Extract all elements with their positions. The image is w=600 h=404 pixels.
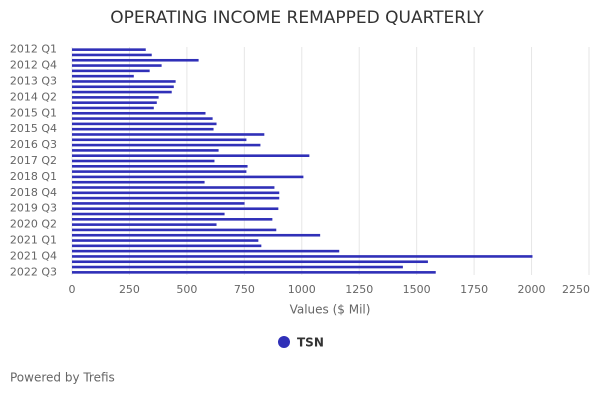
y-tick-label: 2016 Q3 — [10, 138, 57, 151]
bar — [72, 138, 247, 142]
bar — [72, 69, 150, 73]
bar — [72, 80, 176, 83]
y-tick-label: 2020 Q2 — [10, 218, 57, 231]
bar — [72, 265, 403, 269]
bar — [72, 196, 280, 200]
y-tick-label: 2012 Q1 — [10, 43, 57, 56]
bar — [72, 53, 152, 57]
bar — [72, 64, 162, 67]
x-tick-label: 2000 — [518, 283, 546, 296]
legend-label: TSN — [297, 336, 324, 350]
x-tick-label: 250 — [119, 283, 140, 296]
chart-title: OPERATING INCOME REMAPPED QUARTERLY — [110, 8, 484, 28]
x-tick-label: 1000 — [288, 283, 316, 296]
x-tick-label: 1750 — [460, 283, 488, 296]
y-tick-label: 2015 Q1 — [10, 106, 57, 119]
bar — [72, 255, 533, 258]
bar — [72, 127, 214, 131]
bar — [72, 117, 213, 120]
bar — [72, 96, 159, 99]
y-tick-label: 2018 Q4 — [10, 186, 57, 199]
bar — [72, 228, 277, 232]
y-tick-label: 2015 Q4 — [10, 122, 57, 135]
bar — [72, 170, 247, 173]
bar — [72, 165, 248, 168]
y-tick-label: 2012 Q4 — [10, 59, 57, 72]
bar — [72, 249, 340, 253]
bar — [72, 244, 262, 248]
bar — [72, 85, 174, 89]
bar — [72, 149, 219, 152]
x-tick-label: 1250 — [345, 283, 373, 296]
bar — [72, 191, 280, 195]
bar — [72, 202, 245, 205]
x-axis-label: Values ($ Mil) — [290, 303, 371, 317]
bar — [72, 239, 259, 242]
y-tick-label: 2014 Q2 — [10, 90, 57, 103]
bar — [72, 90, 172, 94]
bar — [72, 212, 225, 216]
bar — [72, 207, 279, 211]
bar — [72, 101, 157, 104]
y-tick-label: 2013 Q3 — [10, 74, 57, 87]
x-tick-label: 0 — [69, 283, 76, 296]
footer: Powered by Trefis — [10, 371, 115, 385]
bar — [72, 175, 304, 179]
x-tick-label: 500 — [176, 283, 197, 296]
bar — [72, 186, 275, 189]
bar — [72, 260, 428, 264]
y-tick-label: 2022 Q3 — [10, 265, 57, 278]
bar — [72, 143, 261, 147]
bar — [72, 159, 215, 163]
bar — [72, 154, 310, 157]
y-tick-label: 2017 Q2 — [10, 154, 57, 167]
bar — [72, 223, 217, 226]
bar — [72, 122, 217, 126]
bar — [72, 180, 205, 184]
y-tick-label: 2021 Q1 — [10, 234, 57, 247]
x-tick-label: 750 — [234, 283, 255, 296]
bar — [72, 48, 146, 51]
bar — [72, 218, 273, 221]
bar — [72, 233, 321, 237]
bar — [72, 58, 199, 62]
bar — [72, 271, 436, 274]
y-tick-label: 2018 Q1 — [10, 170, 57, 183]
bar — [72, 106, 154, 110]
bar — [72, 133, 265, 136]
legend-marker — [278, 336, 290, 348]
x-tick-label: 2250 — [562, 283, 590, 296]
y-tick-label: 2019 Q3 — [10, 202, 57, 215]
bar — [72, 74, 134, 78]
bar — [72, 111, 206, 115]
y-tick-label: 2021 Q4 — [10, 249, 57, 262]
x-tick-label: 1500 — [403, 283, 431, 296]
